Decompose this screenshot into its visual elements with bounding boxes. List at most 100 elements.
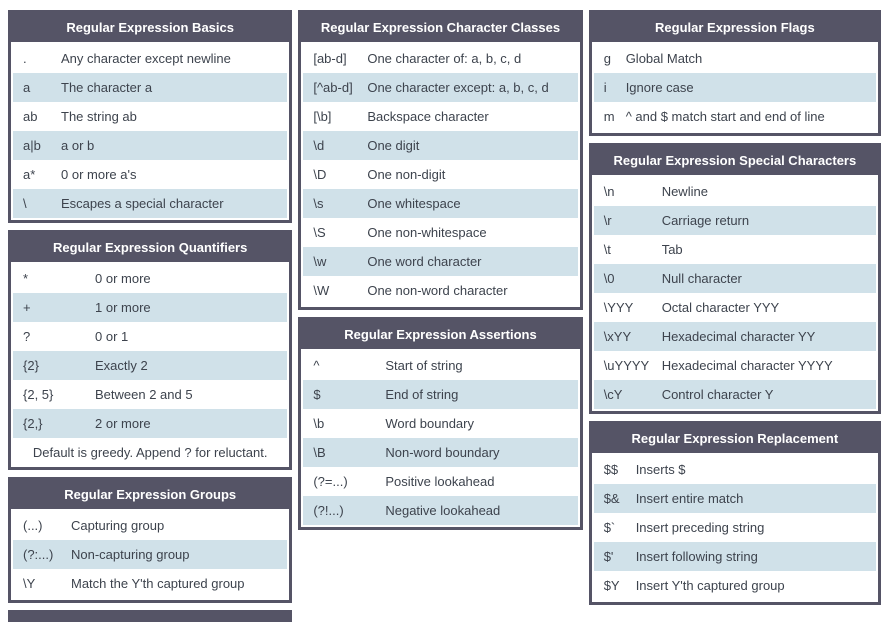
table-row: ^ Start of string <box>303 351 578 380</box>
cutoff-table-header <box>8 610 293 622</box>
description-cell: Newline <box>661 184 708 199</box>
table-row: \r Carriage return <box>593 206 877 235</box>
table-row: (...) Capturing group <box>13 511 288 540</box>
description-cell: One character of: a, b, c, d <box>367 51 522 66</box>
table-body: \n Newline \r Carriage return \t Tab \0 Null ch… <box>592 175 878 411</box>
pattern-cell: \ <box>23 196 27 211</box>
table-row: $& Insert entire match <box>593 484 877 513</box>
pattern-cell: $' <box>603 549 614 564</box>
description-cell: Hexadecimal character YY <box>661 329 816 344</box>
table-body: . Any character except newline a The charac… <box>11 42 289 220</box>
description-cell: 2 or more <box>95 416 151 431</box>
table-row: \B Non-word boundary <box>303 438 578 467</box>
table-row: $$ Inserts $ <box>593 455 877 484</box>
table-row: \W One non-word character <box>303 276 578 305</box>
description-cell: One non-whitespace <box>367 225 487 240</box>
table-row: {2,} 2 or more <box>13 409 288 438</box>
description-cell: Backspace character <box>367 109 489 124</box>
table-row: ? 0 or 1 <box>13 322 288 351</box>
pattern-cell: (?:...) <box>23 547 54 562</box>
description-cell: Match the Y'th captured group <box>71 576 245 591</box>
pattern-cell: \0 <box>603 271 615 286</box>
description-cell: Ignore case <box>625 80 694 95</box>
pattern-cell: \W <box>313 283 330 298</box>
pattern-cell: \S <box>313 225 326 240</box>
description-cell: 0 or more <box>95 271 151 286</box>
pattern-cell: {2,} <box>23 416 43 431</box>
table-assertions: Regular Expression Assertions ^ Start of s… <box>298 317 583 530</box>
table-row: [ab-d] One character of: a, b, c, d <box>303 44 578 73</box>
table-row: \ Escapes a special character <box>13 189 288 218</box>
description-cell: The string ab <box>61 109 137 124</box>
pattern-cell: \xYY <box>603 329 632 344</box>
table-row: a|b a or b <box>13 131 288 160</box>
description-cell: Non-capturing group <box>71 547 190 562</box>
table-groups: Regular Expression Groups (...) Capturing … <box>8 477 293 603</box>
table-row: \D One non-digit <box>303 160 578 189</box>
table-row: m ^ and $ match start and end of line <box>593 102 877 131</box>
pattern-cell: (...) <box>23 518 43 533</box>
pattern-cell: \n <box>603 184 615 199</box>
pattern-cell: {2, 5} <box>23 387 54 402</box>
description-cell: Word boundary <box>385 416 474 431</box>
pattern-cell: $ <box>313 387 321 402</box>
pattern-cell: [\b] <box>313 109 332 124</box>
table-row: [^ab-d] One character except: a, b, c, d <box>303 73 578 102</box>
pattern-cell: i <box>603 80 607 95</box>
pattern-cell: {2} <box>23 358 39 373</box>
table-row: {2, 5} Between 2 and 5 <box>13 380 288 409</box>
pattern-cell: a <box>23 80 31 95</box>
table-character-classes: Regular Expression Character Classes [ab-… <box>298 10 583 310</box>
table-row: ab The string ab <box>13 102 288 131</box>
description-cell: 0 or 1 <box>95 329 129 344</box>
table-basics: Regular Expression Basics. Any character … <box>8 10 293 223</box>
description-cell: Insert Y'th captured group <box>635 578 785 593</box>
pattern-cell: $Y <box>603 578 620 593</box>
pattern-cell: a* <box>23 167 36 182</box>
table-row: \t Tab <box>593 235 877 264</box>
description-cell: Non-word boundary <box>385 445 500 460</box>
table-row: \uYYYY Hexadecimal character YYYY <box>593 351 877 380</box>
table-row: g Global Match <box>593 44 877 73</box>
description-cell: Insert preceding string <box>635 520 765 535</box>
table-row: \YYY Octal character YYY <box>593 293 877 322</box>
table-title-basics: Regular Expression Basics <box>11 13 290 42</box>
table-title-special-characters: Regular Expression Special Characters <box>591 146 879 175</box>
pattern-cell: [ab-d] <box>313 51 347 66</box>
description-cell: Capturing group <box>71 518 165 533</box>
pattern-cell: $` <box>603 520 616 535</box>
pattern-cell: \d <box>313 138 325 153</box>
pattern-cell: a|b <box>23 138 41 153</box>
description-cell: Octal character YYY <box>661 300 780 315</box>
table-row: (?!...) Negative lookahead <box>303 496 578 525</box>
table-row: \d One digit <box>303 131 578 160</box>
pattern-cell: $$ <box>603 462 619 477</box>
table-row: $Y Insert Y'th captured group <box>593 571 877 600</box>
description-cell: One non-word character <box>367 283 508 298</box>
table-row: $' Insert following string <box>593 542 877 571</box>
table-row: $ End of string <box>303 380 578 409</box>
description-cell: Inserts $ <box>635 462 686 477</box>
pattern-cell: \cY <box>603 387 623 402</box>
table-row: (?:...) Non-capturing group <box>13 540 288 569</box>
description-cell: Between 2 and 5 <box>95 387 193 402</box>
table-body: [ab-d] One character of: a, b, c, d [^ab-d… <box>301 42 579 307</box>
table-row: +1 or more <box>13 293 288 322</box>
table-row: \Y Match the Y'th captured group <box>13 569 288 598</box>
description-cell: Insert following string <box>635 549 758 564</box>
description-cell: ^ and $ match start and end of line <box>625 109 825 124</box>
table-row: {2} Exactly 2 <box>13 351 288 380</box>
table-row: [\b] Backspace character <box>303 102 578 131</box>
table-row: \cY Control character Y <box>593 380 877 409</box>
pattern-cell: \b <box>313 416 325 431</box>
table-title-groups: Regular Expression Groups <box>11 480 290 509</box>
column-left: Regular Expression Basics. Any character … <box>8 10 293 622</box>
pattern-cell: \D <box>313 167 327 182</box>
table-body: g Global Match i Ignore case m ^ and $ match … <box>592 42 878 133</box>
table-row: $` Insert preceding string <box>593 513 877 542</box>
table-row: \0 Null character <box>593 264 877 293</box>
pattern-cell: \w <box>313 254 327 269</box>
column-middle: Regular Expression Character Classes [ab-… <box>298 10 583 622</box>
table-row: \n Newline <box>593 177 877 206</box>
